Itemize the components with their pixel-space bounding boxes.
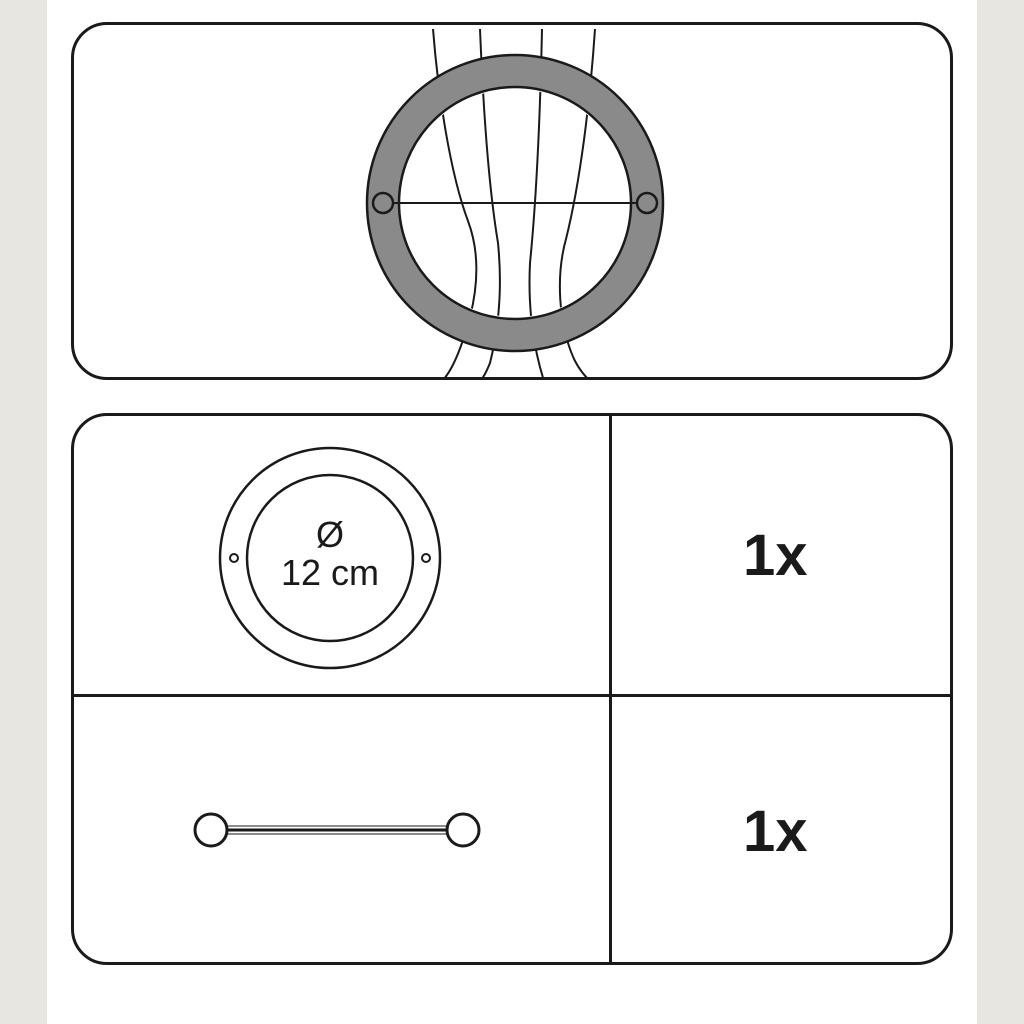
qty-pin: 1x	[743, 798, 808, 865]
diagram-canvas: Ø 12 cm 1x 1x	[47, 0, 977, 1024]
part-pin-icon	[47, 0, 977, 1024]
